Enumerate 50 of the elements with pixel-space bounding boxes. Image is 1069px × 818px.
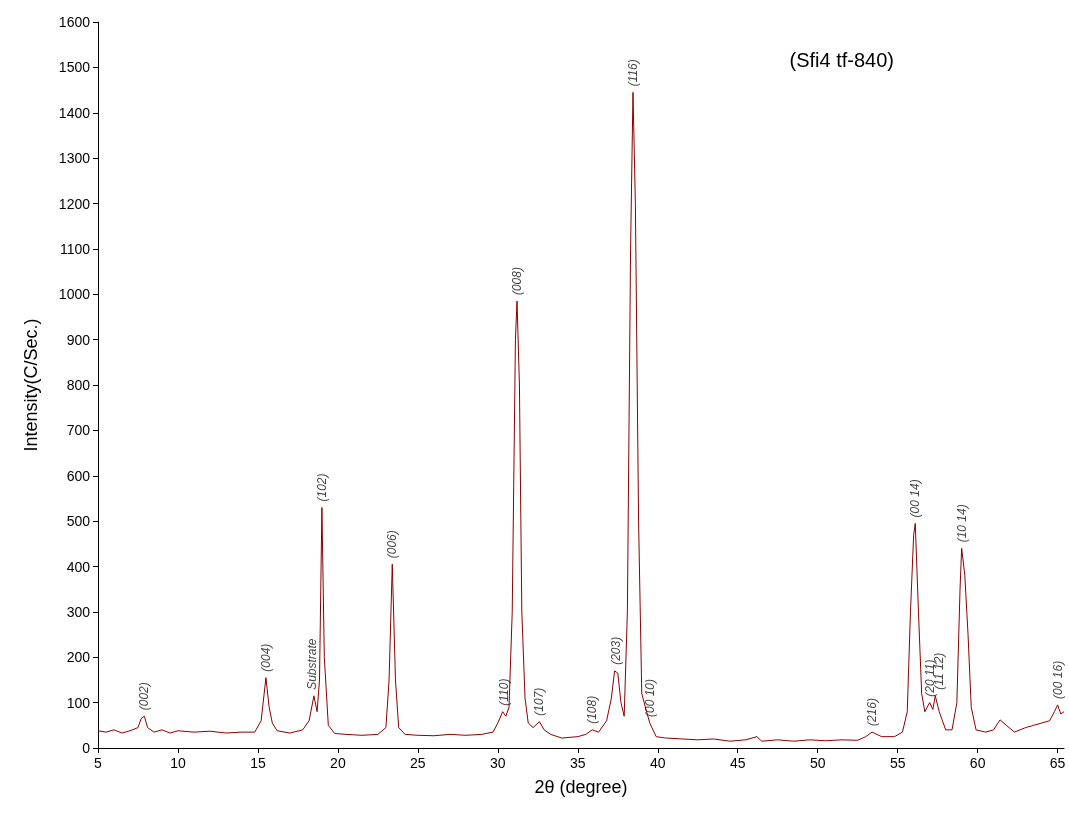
x-tick-label: 65	[1049, 755, 1066, 771]
annotation: (008)	[510, 267, 525, 296]
y-tick-label: 1100	[59, 240, 91, 257]
y-axis-title: Intensity(C/Sec.)	[21, 318, 41, 452]
x-tick-label: 30	[490, 755, 506, 771]
x-tick-label: 60	[969, 755, 986, 771]
annotation: (006)	[385, 530, 400, 559]
annotation: (110)	[497, 678, 512, 706]
x-tick-label: 45	[729, 755, 746, 771]
y-tick-label: 1400	[58, 104, 91, 121]
y-tick-label: 500	[66, 513, 91, 530]
annotation: (00 14)	[908, 479, 923, 518]
annotation: (Sfi4 tf-840)	[789, 49, 894, 71]
x-tick-label: 25	[410, 755, 426, 771]
annotation: (216)	[865, 698, 880, 727]
x-tick-label: 35	[570, 755, 586, 771]
annotation: (102)	[314, 473, 329, 502]
x-tick-label: 40	[649, 755, 666, 771]
y-tick-label: 200	[66, 649, 91, 666]
x-tick-label: 50	[809, 755, 826, 771]
annotation: (00 10)	[642, 679, 657, 718]
y-tick-label: 800	[66, 377, 91, 393]
annotation: (002)	[137, 682, 152, 711]
x-axis-title: 2θ (degree)	[534, 777, 628, 797]
x-tick-label: 10	[170, 755, 186, 771]
y-tick-label: 1300	[58, 150, 91, 167]
y-tick-label: 700	[66, 422, 91, 439]
annotation: (004)	[258, 643, 273, 672]
x-tick-label: 5	[94, 755, 103, 771]
x-tick-label: 15	[250, 755, 266, 771]
annotation: (10 14)	[954, 504, 969, 543]
y-tick-label: 300	[66, 603, 91, 620]
x-tick-label: 20	[330, 755, 346, 771]
y-tick-label: 1200	[58, 195, 91, 212]
y-tick-label: 1000	[58, 286, 91, 303]
line-series	[97, 91, 1065, 742]
y-tick-label: 1600	[58, 14, 91, 30]
annotation: (116)	[625, 59, 640, 87]
annotation: (108)	[585, 695, 600, 724]
y-tick-label: 100	[66, 694, 91, 711]
y-tick-label: 600	[66, 467, 91, 484]
y-tick-label: 900	[66, 331, 91, 348]
annotation: Substrate	[305, 638, 320, 690]
annotation: (00 16)	[1050, 660, 1065, 699]
y-tick-label: 400	[66, 558, 91, 575]
annotation: (203)	[609, 636, 624, 665]
y-tick-label: 0	[82, 740, 91, 756]
x-tick-label: 55	[889, 755, 906, 771]
y-tick-label: 1500	[58, 59, 91, 76]
annotation: (107)	[532, 687, 547, 716]
